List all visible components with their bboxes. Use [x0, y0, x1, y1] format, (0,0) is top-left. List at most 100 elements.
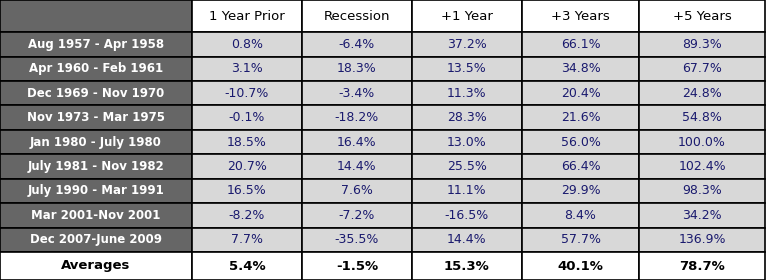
Bar	[412, 154, 522, 179]
Text: Averages: Averages	[61, 260, 131, 272]
Bar	[639, 154, 765, 179]
Bar	[0, 154, 192, 179]
Bar	[192, 106, 302, 130]
Bar	[302, 57, 412, 81]
Bar	[0, 32, 192, 57]
Text: 7.7%: 7.7%	[231, 233, 263, 246]
Text: 89.3%: 89.3%	[682, 38, 722, 51]
Bar	[412, 81, 522, 106]
Bar	[302, 130, 412, 154]
Text: 20.7%: 20.7%	[227, 160, 267, 173]
Bar	[522, 154, 639, 179]
Bar	[412, 203, 522, 228]
Text: -6.4%: -6.4%	[339, 38, 375, 51]
Bar	[302, 154, 412, 179]
Text: 16.4%: 16.4%	[337, 136, 377, 149]
Text: 37.2%: 37.2%	[447, 38, 487, 51]
Text: July 1981 - Nov 1982: July 1981 - Nov 1982	[28, 160, 164, 173]
Text: 66.4%: 66.4%	[560, 160, 601, 173]
Text: 24.8%: 24.8%	[682, 87, 722, 100]
Text: July 1990 - Mar 1991: July 1990 - Mar 1991	[28, 185, 164, 197]
Text: 67.7%: 67.7%	[682, 62, 722, 75]
Text: 14.4%: 14.4%	[337, 160, 377, 173]
Text: -7.2%: -7.2%	[339, 209, 375, 222]
Text: Jan 1980 - July 1980: Jan 1980 - July 1980	[30, 136, 162, 149]
Bar	[639, 228, 765, 252]
Bar	[302, 0, 412, 32]
Text: 29.9%: 29.9%	[560, 185, 601, 197]
Text: Dec 2007-June 2009: Dec 2007-June 2009	[30, 233, 162, 246]
Text: 7.6%: 7.6%	[341, 185, 373, 197]
Bar	[0, 81, 192, 106]
Text: 54.8%: 54.8%	[682, 111, 722, 124]
Text: Recession: Recession	[324, 10, 390, 23]
Bar	[412, 130, 522, 154]
Bar	[0, 0, 192, 32]
Text: 1 Year Prior: 1 Year Prior	[209, 10, 285, 23]
Text: 100.0%: 100.0%	[678, 136, 726, 149]
Bar	[0, 106, 192, 130]
Bar	[412, 228, 522, 252]
Text: 34.8%: 34.8%	[560, 62, 601, 75]
Bar	[639, 106, 765, 130]
Bar	[302, 32, 412, 57]
Bar	[0, 130, 192, 154]
Bar	[639, 130, 765, 154]
Bar	[522, 252, 639, 280]
Text: Aug 1957 - Apr 1958: Aug 1957 - Apr 1958	[28, 38, 164, 51]
Text: 98.3%: 98.3%	[682, 185, 722, 197]
Text: 25.5%: 25.5%	[447, 160, 487, 173]
Text: -18.2%: -18.2%	[334, 111, 379, 124]
Text: -8.2%: -8.2%	[229, 209, 265, 222]
Bar	[639, 252, 765, 280]
Text: 57.7%: 57.7%	[560, 233, 601, 246]
Text: 14.4%: 14.4%	[447, 233, 487, 246]
Bar	[192, 179, 302, 203]
Text: Apr 1960 - Feb 1961: Apr 1960 - Feb 1961	[29, 62, 163, 75]
Text: 18.5%: 18.5%	[227, 136, 267, 149]
Bar	[0, 179, 192, 203]
Text: Mar 2001-Nov 2001: Mar 2001-Nov 2001	[31, 209, 161, 222]
Bar	[192, 228, 302, 252]
Text: -35.5%: -35.5%	[334, 233, 379, 246]
Bar	[522, 0, 639, 32]
Bar	[0, 57, 192, 81]
Text: 18.3%: 18.3%	[337, 62, 377, 75]
Bar	[412, 106, 522, 130]
Bar	[192, 57, 302, 81]
Text: 20.4%: 20.4%	[560, 87, 601, 100]
Text: 3.1%: 3.1%	[231, 62, 263, 75]
Text: 56.0%: 56.0%	[560, 136, 601, 149]
Text: -1.5%: -1.5%	[336, 260, 378, 272]
Text: +5 Years: +5 Years	[673, 10, 731, 23]
Bar	[302, 203, 412, 228]
Text: -3.4%: -3.4%	[339, 87, 375, 100]
Bar	[192, 203, 302, 228]
Text: 21.6%: 21.6%	[560, 111, 601, 124]
Text: 11.1%: 11.1%	[447, 185, 487, 197]
Text: 136.9%: 136.9%	[678, 233, 726, 246]
Text: -0.1%: -0.1%	[229, 111, 265, 124]
Bar	[302, 228, 412, 252]
Text: -10.7%: -10.7%	[224, 87, 269, 100]
Text: 5.4%: 5.4%	[228, 260, 265, 272]
Bar	[522, 81, 639, 106]
Bar	[0, 252, 192, 280]
Bar	[522, 32, 639, 57]
Text: 15.3%: 15.3%	[444, 260, 490, 272]
Bar	[192, 0, 302, 32]
Text: 13.5%: 13.5%	[447, 62, 487, 75]
Bar	[0, 228, 192, 252]
Text: 16.5%: 16.5%	[227, 185, 267, 197]
Bar	[412, 57, 522, 81]
Text: +3 Years: +3 Years	[551, 10, 610, 23]
Text: 66.1%: 66.1%	[560, 38, 601, 51]
Bar	[412, 0, 522, 32]
Bar	[302, 106, 412, 130]
Text: 28.3%: 28.3%	[447, 111, 487, 124]
Bar	[639, 0, 765, 32]
Bar	[639, 32, 765, 57]
Bar	[639, 81, 765, 106]
Bar	[192, 130, 302, 154]
Bar	[192, 32, 302, 57]
